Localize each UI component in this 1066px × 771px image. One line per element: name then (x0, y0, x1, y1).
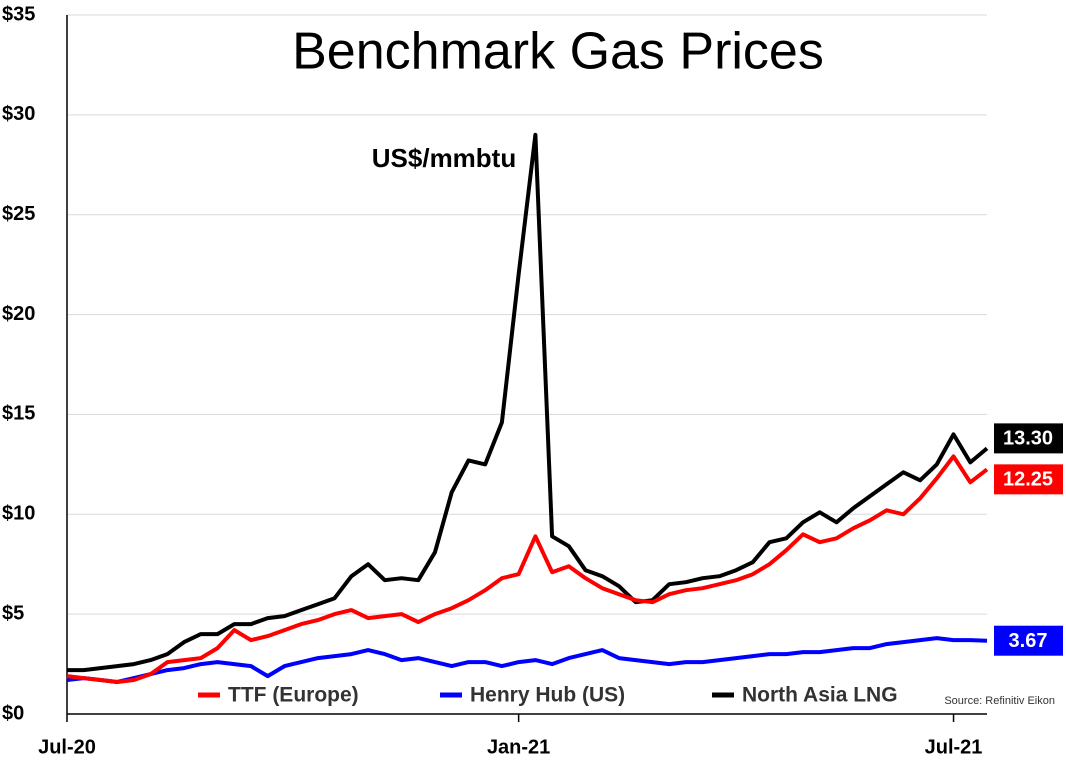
y-tick-label: $20 (2, 303, 35, 325)
y-tick-label: $10 (2, 503, 35, 525)
end-label-box (994, 464, 1063, 495)
source-note: Source: Refinitiv Eikon (944, 695, 1055, 707)
legend-label: TTF (Europe) (228, 684, 359, 707)
series-line (67, 132, 989, 673)
y-tick-label: $15 (2, 403, 35, 425)
end-label-box (994, 625, 1063, 656)
x-tick-label: Jul-21 (925, 736, 983, 758)
series-line (66, 636, 988, 684)
y-tick-label: $30 (2, 103, 35, 125)
y-tick-label: $25 (2, 203, 35, 225)
y-tick-label: $5 (2, 602, 24, 624)
y-tick-label: $0 (2, 702, 24, 724)
x-tick-label: Jan-21 (487, 736, 550, 758)
annotation: US$/mmbtu (372, 143, 516, 173)
x-tick-label: Jul-20 (38, 736, 96, 758)
series-line (66, 454, 989, 684)
end-label: 13.30 (1003, 428, 1053, 450)
chart-title: Benchmark Gas Prices (292, 23, 824, 81)
legend-label: North Asia LNG (742, 684, 898, 707)
end-label-box (994, 423, 1063, 454)
legend-label: Henry Hub (US) (470, 684, 625, 707)
end-label: 3.67 (1009, 630, 1048, 652)
y-tick-label: $35 (2, 3, 35, 25)
end-label: 12.25 (1003, 469, 1053, 491)
